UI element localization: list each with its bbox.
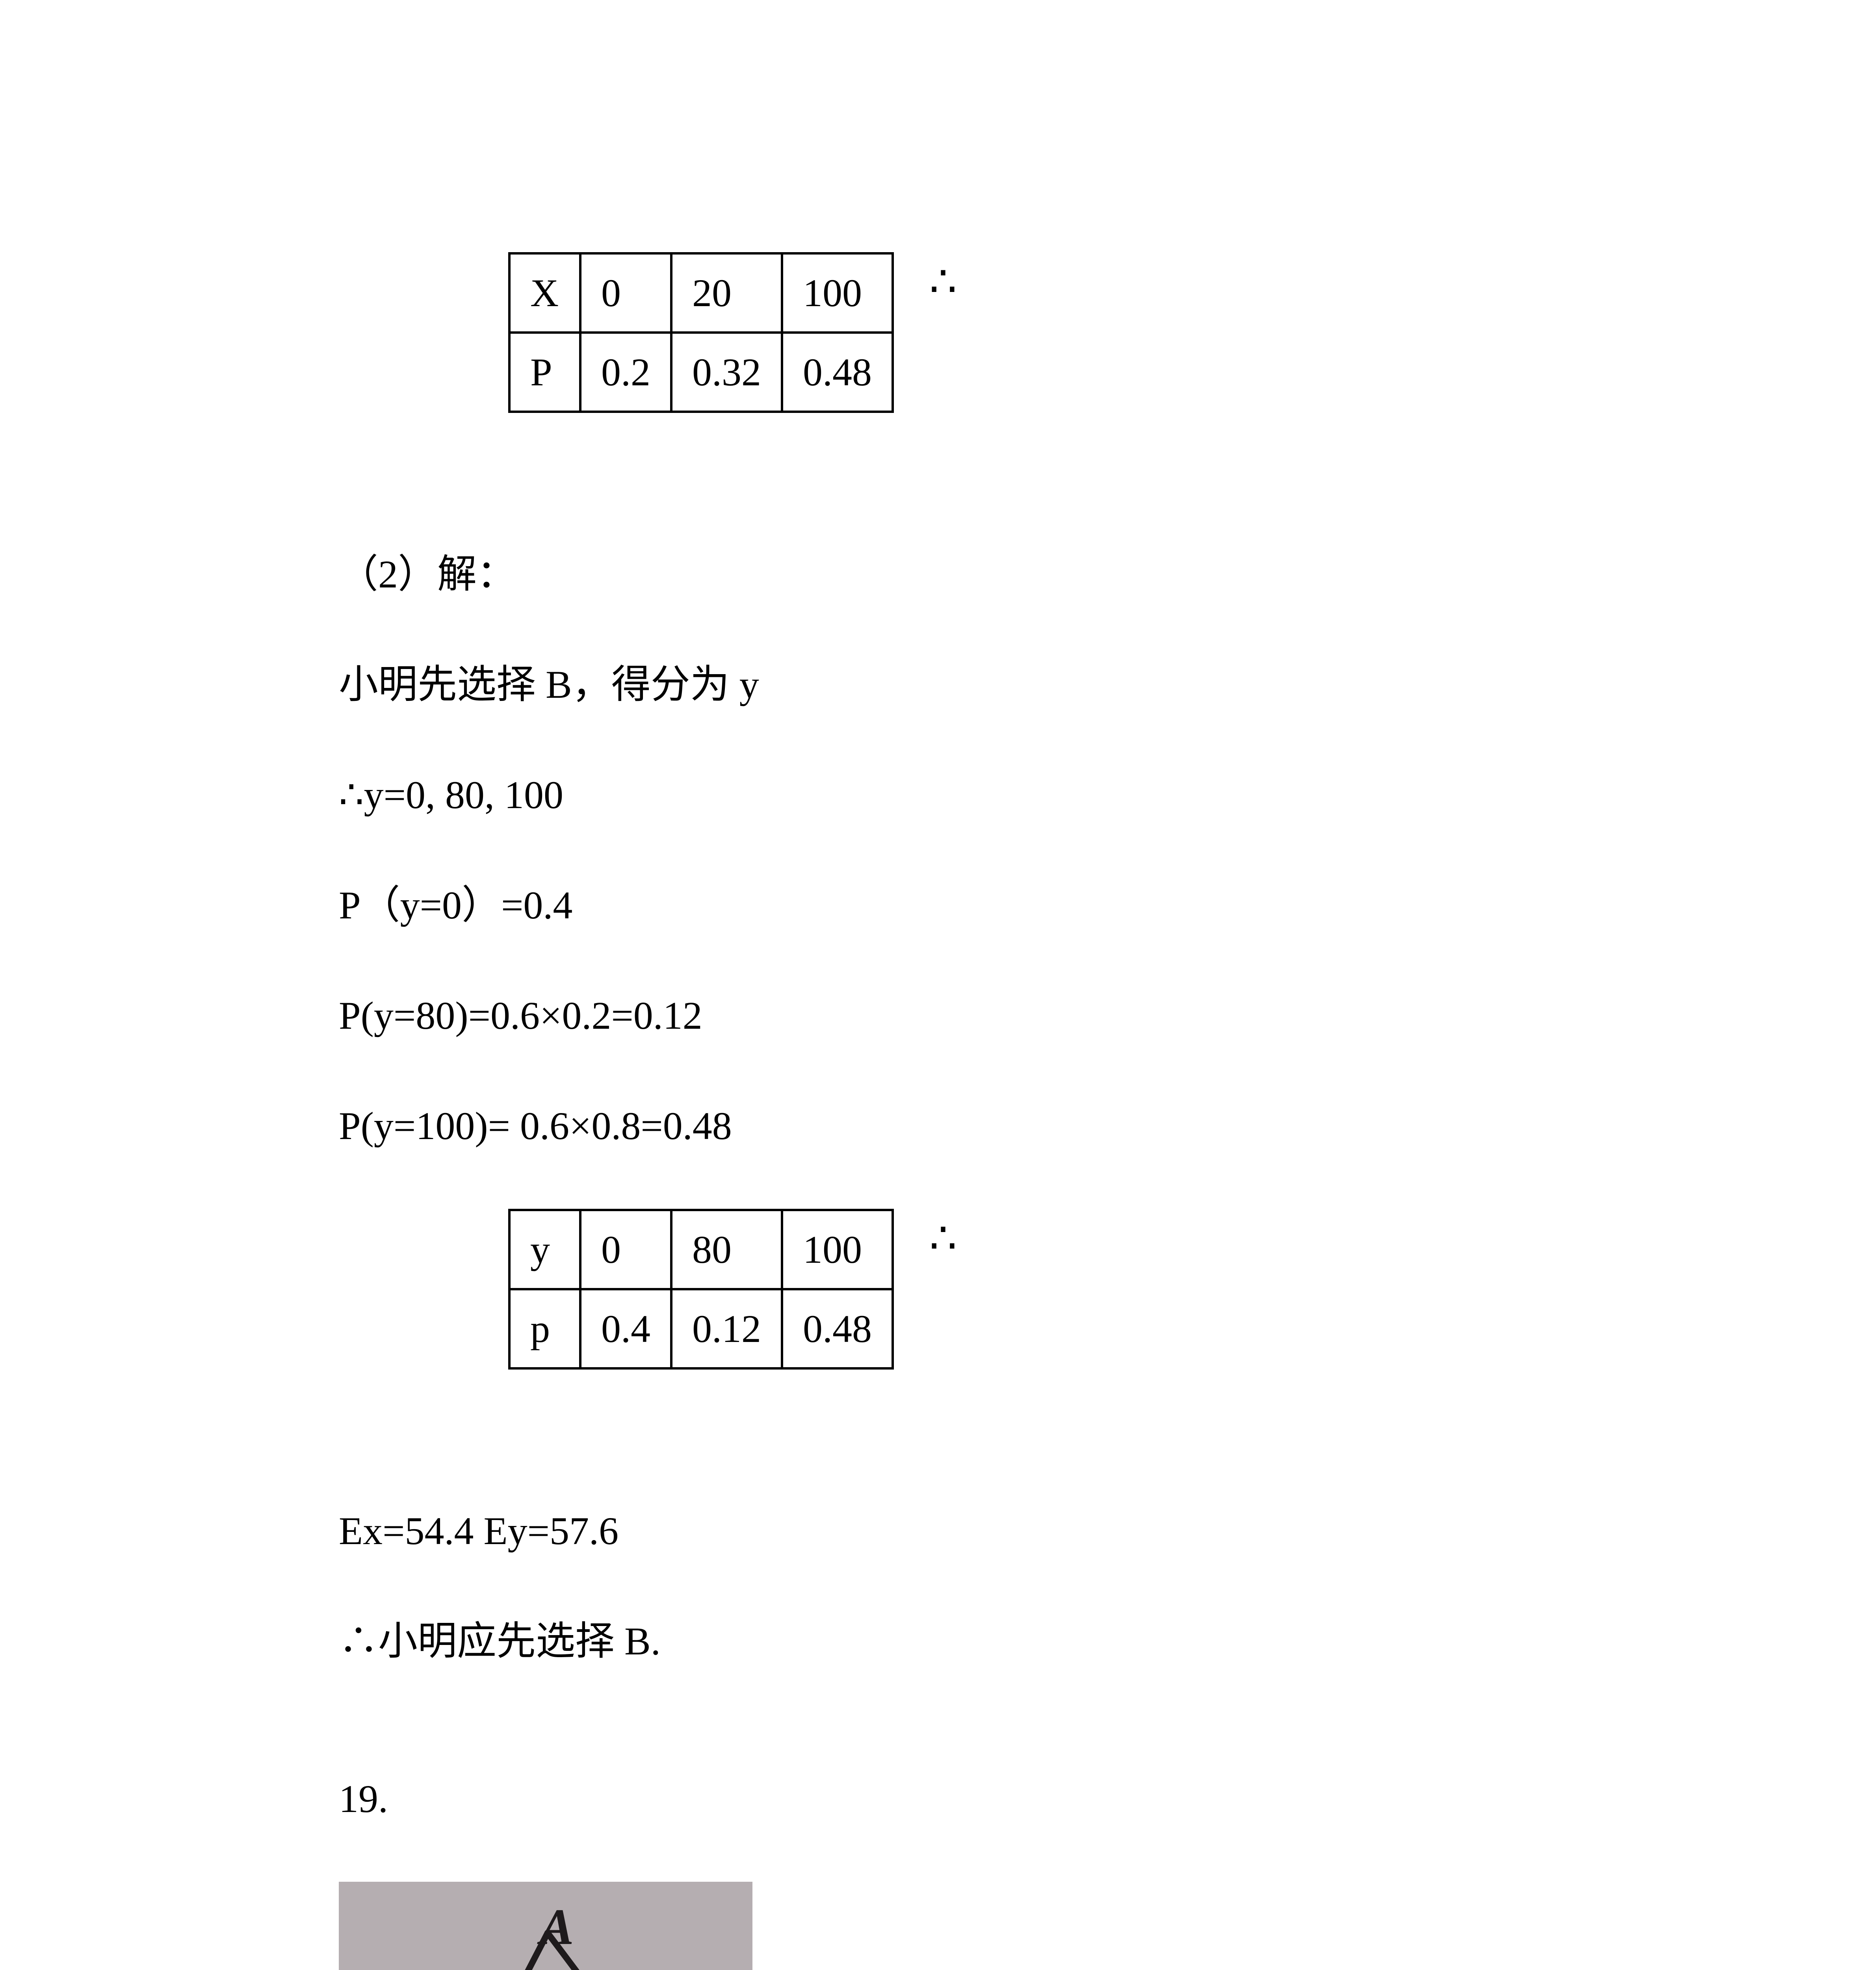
therefore-symbol: ∴ — [929, 256, 957, 307]
text-line: ∴y=0, 80, 100 — [339, 768, 1521, 823]
table-cell: 0.4 — [580, 1289, 671, 1368]
therefore-symbol: ∴ — [929, 1213, 957, 1264]
text-line: P(y=100)= 0.6×0.8=0.48 — [339, 1098, 1521, 1154]
table-cell: p — [509, 1289, 580, 1368]
table-row: X 0 20 100 — [509, 253, 893, 333]
table-cell: 0.48 — [782, 333, 893, 412]
text-line: P(y=80)=0.6×0.2=0.12 — [339, 988, 1521, 1043]
table-cell: 0.48 — [782, 1289, 893, 1368]
table-cell: 0.2 — [580, 333, 671, 412]
table-row: p 0.4 0.12 0.48 — [509, 1289, 893, 1368]
expectation-line: Ex=54.4 Ey=57.6 — [339, 1504, 1521, 1559]
content-column: X 0 20 100 P 0.2 0.32 0.48 ∴ （2）解： 小明先选择… — [339, 252, 1521, 1970]
label-A: A — [540, 1898, 574, 1957]
question-19: 19. A B C D a b c （1）由正弦定理 — [339, 1771, 1521, 1970]
table-cell: P — [509, 333, 580, 412]
table1-row: X 0 20 100 P 0.2 0.32 0.48 ∴ — [339, 252, 1521, 413]
conclusion-line: ∴小明应先选择 B. — [339, 1614, 1521, 1669]
page: X 0 20 100 P 0.2 0.32 0.48 ∴ （2）解： 小明先选择… — [0, 0, 1876, 1970]
table-cell: 80 — [671, 1210, 782, 1289]
table-cell: X — [509, 253, 580, 333]
triangle-diagram: A B C D a b c — [339, 1882, 752, 1970]
table2-row: y 0 80 100 p 0.4 0.12 0.48 ∴ — [339, 1209, 1521, 1370]
q19-number: 19. — [339, 1771, 1521, 1827]
table-cell: 0.12 — [671, 1289, 782, 1368]
part2-label: （2）解： — [339, 547, 1521, 602]
table-cell: 0 — [580, 253, 671, 333]
table-cell: 0 — [580, 1210, 671, 1289]
table-cell: 100 — [782, 253, 893, 333]
table-row: P 0.2 0.32 0.48 — [509, 333, 893, 412]
table-row: y 0 80 100 — [509, 1210, 893, 1289]
table1: X 0 20 100 P 0.2 0.32 0.48 — [508, 252, 894, 413]
table-cell: 0.32 — [671, 333, 782, 412]
table-cell: 20 — [671, 253, 782, 333]
text-line: P（y=0）=0.4 — [339, 878, 1521, 933]
table2: y 0 80 100 p 0.4 0.12 0.48 — [508, 1209, 894, 1370]
text-line: 小明先选择 B，得分为 y — [339, 657, 1521, 712]
table-cell: y — [509, 1210, 580, 1289]
table-cell: 100 — [782, 1210, 893, 1289]
